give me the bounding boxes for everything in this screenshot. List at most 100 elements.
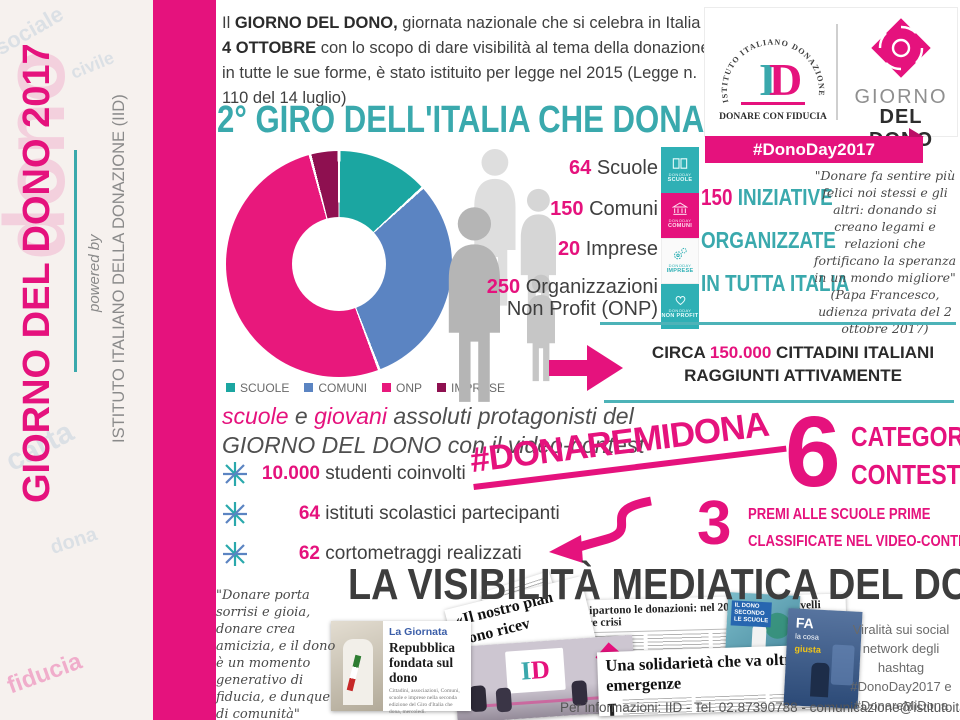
conf-monogram-d: D [530,654,551,685]
legend-item: COMUNI [304,381,367,395]
bullet-label: cortometraggi realizzati [325,543,522,564]
sidebar-org-name: ISTITUTO ITALIANO DELLA DONAZIONE (IID) [110,94,128,443]
clipping-kicker: La Giornata [389,626,448,638]
asterisk-icon [223,462,247,486]
donut-chart [226,151,452,377]
bullet-label: istituti scolastici partecipanti [325,503,560,524]
tile-brand: DONODAY [668,308,692,314]
giorno-del-dono-diamond-icon [871,18,931,78]
clipping-headline: Repubblica fondata sul dono [389,640,456,685]
contest-contest: CONTEST [851,459,960,490]
media-heading: LA VISIBILITÀ MEDIATICA DEL DONO [348,560,960,610]
stat-value: 250 [486,276,521,298]
iniziative-block: 150 INIZIATIVE ORGANIZZATE IN TUTTA ITAL… [701,176,882,305]
iid-monogram-i: I [759,54,777,105]
book-icon [672,158,688,169]
legend-item: SCUOLE [226,381,289,395]
legend-item: ONP [382,381,422,395]
donut-hole [292,217,386,311]
silhouette [495,687,513,713]
page-title: 2° GIRO DELL'ITALIA CHE DONA [217,99,811,142]
teal-divider-bottom [604,400,954,403]
stat-label: Comuni [583,198,658,220]
tv-overlay-line: LE SCUOLE [733,616,769,625]
quote-papa-francesco: "Donare fa sentire più felici noi stessi… [810,167,960,337]
sidebar-divider-line [74,150,77,372]
bank-icon [672,202,688,215]
sidebar-title: GIORNO DEL DONO 2017 [16,43,58,503]
tile-brand: DONODAY [668,263,692,269]
legend-swatch [382,383,392,392]
protagonists-caption: scuole e giovani assoluti protagonisti d… [222,402,645,460]
tile-label: COMUNI [667,222,693,229]
iniziative-line1: 150 INIZIATIVE [701,176,833,219]
stat-label: Imprese [580,238,658,260]
quote-attribution: (Papa Francesco, udienza privata del 2 o… [818,287,952,336]
tile-comuni: DONODAY COMUNI [661,192,699,238]
stat-onp: 250 Organizzazioni [487,276,658,299]
reach-line1: CIRCA 150.000 CITTADINI ITALIANI [628,341,958,364]
tile-brand: DONODAY [668,217,692,223]
tv-person [810,662,830,698]
teal-divider-top [600,322,956,325]
bullet-value: 10.000 [261,463,320,484]
donoday-ribbon: #DonoDay2017 [705,128,924,163]
intro-text: Il [222,14,235,32]
protagonists-text: e [288,403,315,429]
tile-label: SCUOLE [667,176,693,183]
tile-label: NON PROFIT [661,313,699,320]
intro-paragraph: Il GIORNO DEL DONO, giornata nazionale c… [222,11,714,111]
iniziative-number: 150 [701,184,733,210]
contest-number-6: 6 [785,396,841,508]
sidebar-powered-by: powered by [86,234,103,312]
premi-line1: PREMI ALLE SCUOLE PRIME [748,506,931,523]
iid-logo: ISTITUTO ITALIANO DONAZIONE I D DONARE C… [719,37,827,122]
gdd-logo-line1: GIORNO [854,86,948,108]
stat-value: 150 [550,198,584,220]
intro-text: giornata nazionale che si celebra in Ita… [397,14,713,32]
bullet-cortometraggi: 62 cortometraggi realizzati [222,541,522,567]
protagonists-line1: scuole e giovani assoluti protagonisti d… [222,402,645,431]
donoday-ribbon-text: #DonoDay2017 [753,139,875,159]
social-virality-note: Viralità sui social network degli hashta… [850,622,952,713]
quote-mattarella: "Donare porta sorrisi e gioia, donare cr… [216,587,338,720]
photo-figure [343,639,373,705]
asterisk-icon [223,502,247,526]
bullet-value: 62 [298,543,320,564]
media-heading-text: LA VISIBILITÀ MEDIATICA DEL DONO [348,560,960,609]
reach-line2: RAGGIUNTI ATTIVAMENTE [684,366,902,385]
watermark-word: dona [47,523,100,559]
legend-swatch [226,383,235,392]
silhouette [469,685,488,713]
bullet-studenti: 10.000 studenti coinvolti [222,461,466,487]
watermark-word: fiducia [3,647,86,700]
tile-brand: DONODAY [668,171,692,177]
bullet-value: 64 [298,503,320,524]
premi-number-3: 3 [697,489,732,558]
legend-swatch [304,383,314,392]
legend-label: COMUNI [318,381,368,395]
magenta-sidebar-bar [153,0,216,720]
logo-divider [836,24,838,120]
stat-label: Non Profit (ONP) [506,298,658,320]
logo-card [704,7,958,137]
stat-label: Scuole [591,157,658,179]
legend-label: SCUOLE [240,381,290,395]
stat-value: 20 [557,238,581,260]
arrow-right-icon [549,345,627,391]
stat-label: Organizzazioni [520,276,658,298]
protagonists-text: assoluti protagonisti del [386,403,634,429]
tile-scuole: DONODAY SCUOLE [661,147,699,193]
conference-backdrop: ID [504,647,566,694]
protagonists-giovani: giovani [314,403,387,429]
gears-icon [674,248,687,260]
stat-value: 64 [569,157,592,179]
fa-line: giusta [794,643,822,655]
premi-line2: CLASSIFICATE NEL VIDEO-CONTEST [748,533,960,550]
quote-text: "Donare porta sorrisi e gioia, donare cr… [216,588,336,720]
clipping-body: Cittadini, associazioni, Comuni, scuole … [389,688,460,715]
contest-categorie: CATEGORIE [851,421,960,452]
tile-label: IMPRESE [666,268,694,275]
protagonists-scuole: scuole [222,403,289,429]
